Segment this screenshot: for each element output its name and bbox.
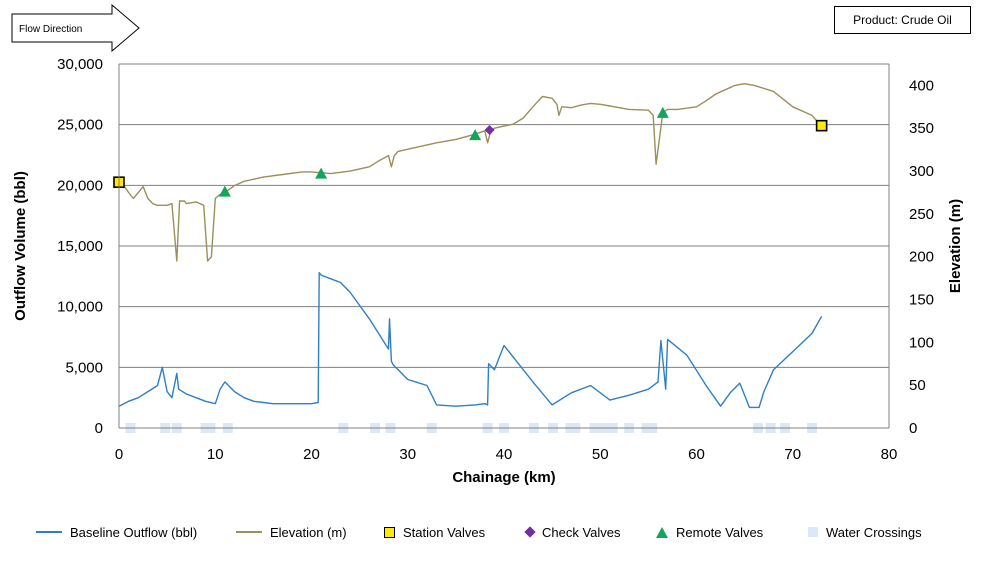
legend-label-remote: Remote Valves [676,524,764,540]
y2-tick-label: 400 [909,77,934,94]
x-tick-label: 70 [784,446,801,463]
legend-square-station-icon [384,526,395,538]
remote-valve-marker [656,106,669,118]
flow-direction-arrow: Flow Direction [11,4,140,52]
legend-line-outflow-icon [36,531,62,533]
y-tick-label: 30,000 [57,56,103,73]
product-label-box: Product: Crude Oil [834,6,971,34]
plot-area [113,82,828,433]
y-tick-label: 5,000 [65,359,103,376]
legend-line-elevation-icon [236,531,262,533]
legend-item-elevation: Elevation (m) [236,520,347,544]
x-tick-label: 40 [496,446,513,463]
legend-item-station: Station Valves [384,520,485,544]
axes: 0 5,000 10,000 15,000 20,000 25,000 30,000 0 50 1… [57,56,934,463]
legend-triangle-remote-icon [656,526,668,538]
y2-tick-label: 0 [909,420,917,437]
legend-square-crossing-icon [808,527,818,537]
y2-axis-title: Elevation (m) [947,199,964,293]
x-tick-label: 0 [115,446,123,463]
legend-item-crossing: Water Crossings [808,520,922,544]
legend-label-elevation: Elevation (m) [270,524,347,540]
x-tick-label: 30 [399,446,416,463]
flow-direction-label: Flow Direction [19,24,82,35]
outflow-line [118,272,823,409]
legend-item-outflow: Baseline Outflow (bbl) [36,520,197,544]
check-valve-marker [484,124,495,135]
y2-tick-label: 250 [909,206,934,223]
y-tick-label: 20,000 [57,177,103,194]
y2-tick-label: 300 [909,163,934,180]
legend: Baseline Outflow (bbl) Elevation (m) Sta… [0,520,984,544]
legend-diamond-check-icon [524,526,536,538]
y-axis-title: Outflow Volume (bbl) [12,171,29,321]
elevation-line [118,82,823,262]
remote-valve-marker [218,185,231,197]
x-tick-label: 60 [688,446,705,463]
legend-item-remote: Remote Valves [656,520,763,544]
legend-label-check: Check Valves [542,524,621,540]
legend-item-check: Check Valves [524,520,621,544]
x-tick-label: 20 [303,446,320,463]
remote-valve-marker [315,167,328,179]
x-tick-label: 10 [207,446,224,463]
x-tick-label: 50 [592,446,609,463]
y2-tick-label: 200 [909,249,934,266]
y-tick-label: 0 [95,420,103,437]
y-tick-label: 25,000 [57,117,103,134]
gridlines [119,63,889,368]
y-tick-label: 15,000 [57,238,103,255]
flow-arrow-shape [11,4,140,52]
x-axis-title: Chainage (km) [452,469,555,486]
legend-label-crossing: Water Crossings [826,524,922,540]
remote-valve-marker [469,129,482,141]
legend-label-outflow: Baseline Outflow (bbl) [70,524,198,540]
product-label: Product: Crude Oil [853,13,952,27]
y2-tick-label: 50 [909,377,926,394]
x-tick-label: 80 [881,446,898,463]
station-valve-marker [815,119,828,132]
pipeline-chart: 0 5,000 10,000 15,000 20,000 25,000 30,000 0 50 1… [12,56,964,486]
y2-tick-label: 100 [909,334,934,351]
legend-label-station: Station Valves [403,524,486,540]
y-tick-label: 10,000 [57,299,103,316]
y2-tick-label: 150 [909,292,934,309]
y2-tick-label: 350 [909,120,934,137]
